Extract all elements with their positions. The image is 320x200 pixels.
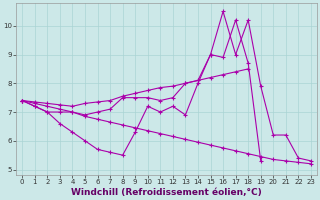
X-axis label: Windchill (Refroidissement éolien,°C): Windchill (Refroidissement éolien,°C) <box>71 188 262 197</box>
